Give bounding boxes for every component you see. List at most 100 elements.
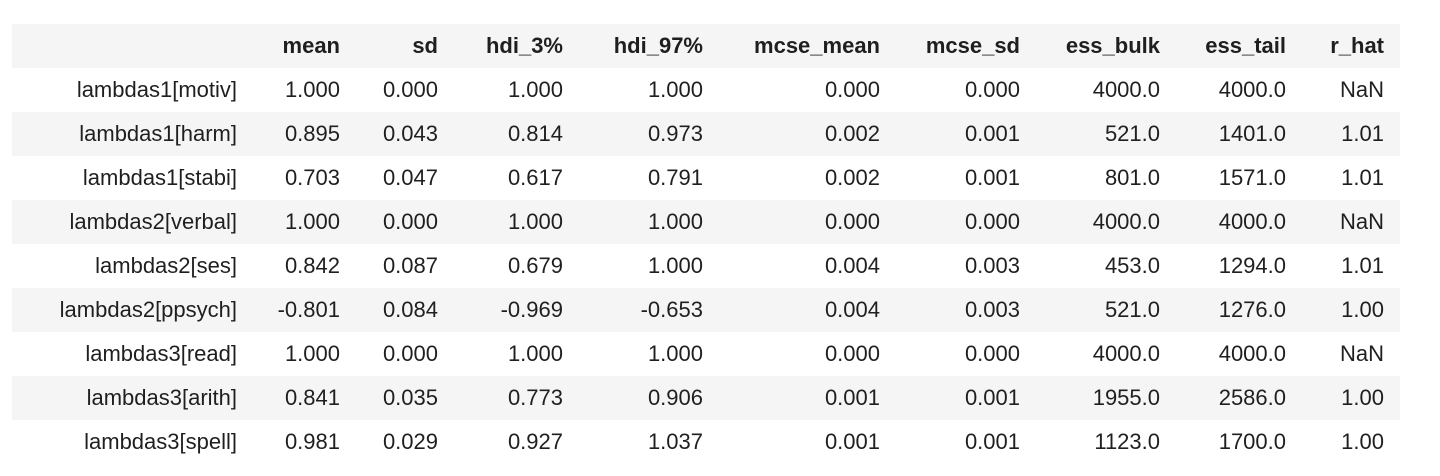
table-cell: 1294.0 (1176, 244, 1302, 288)
table-cell: 0.814 (454, 112, 579, 156)
table-cell: 0.906 (579, 376, 719, 420)
table-cell: 4000.0 (1176, 200, 1302, 244)
table-cell: 0.001 (896, 420, 1036, 464)
table-cell: 0.981 (253, 420, 356, 464)
column-header: hdi_3% (454, 24, 579, 68)
table-cell: 0.002 (719, 112, 896, 156)
column-header: r_hat (1302, 24, 1400, 68)
table-cell: 0.703 (253, 156, 356, 200)
table-cell: NaN (1302, 332, 1400, 376)
table-cell: -0.969 (454, 288, 579, 332)
table-cell: 0.001 (896, 156, 1036, 200)
table-cell: 1700.0 (1176, 420, 1302, 464)
table-cell: 0.084 (356, 288, 454, 332)
table-cell: 1.00 (1302, 376, 1400, 420)
table-cell: 0.001 (896, 112, 1036, 156)
table-cell: 0.001 (719, 420, 896, 464)
table-cell: 0.004 (719, 244, 896, 288)
table-cell: 1.000 (253, 68, 356, 112)
table-row: lambdas1[motiv] 1.000 0.000 1.000 1.000 0.000… (12, 68, 1400, 112)
table-header: mean sd hdi_3% hdi_97% mcse_mean mcse_sd… (12, 24, 1400, 68)
column-header: sd (356, 24, 454, 68)
table-row: lambdas3[read] 1.000 0.000 1.000 1.000 0.000 0… (12, 332, 1400, 376)
table-cell: 0.791 (579, 156, 719, 200)
table-cell: 0.000 (896, 68, 1036, 112)
table-cell: NaN (1302, 68, 1400, 112)
table-cell: NaN (1302, 200, 1400, 244)
row-label: lambdas2[ppsych] (12, 288, 253, 332)
table-cell: 0.002 (719, 156, 896, 200)
table-cell: 521.0 (1036, 112, 1176, 156)
table-row: lambdas2[ppsych] -0.801 0.084 -0.969 -0.653 0… (12, 288, 1400, 332)
row-label: lambdas1[stabi] (12, 156, 253, 200)
table-cell: 4000.0 (1176, 68, 1302, 112)
table-cell: 0.003 (896, 288, 1036, 332)
table-cell: 1955.0 (1036, 376, 1176, 420)
table-cell: 1.00 (1302, 420, 1400, 464)
table-cell: -0.801 (253, 288, 356, 332)
table-cell: 0.035 (356, 376, 454, 420)
table-cell: 1123.0 (1036, 420, 1176, 464)
column-header: mcse_mean (719, 24, 896, 68)
table-cell: 1.000 (253, 332, 356, 376)
table-cell: 0.087 (356, 244, 454, 288)
row-label: lambdas1[motiv] (12, 68, 253, 112)
table-cell: 0.679 (454, 244, 579, 288)
row-label: lambdas3[arith] (12, 376, 253, 420)
column-header: ess_tail (1176, 24, 1302, 68)
table-cell: 1.000 (579, 244, 719, 288)
table-cell: 453.0 (1036, 244, 1176, 288)
table-cell: 1276.0 (1176, 288, 1302, 332)
table-cell: 1.00 (1302, 288, 1400, 332)
row-label: lambdas3[spell] (12, 420, 253, 464)
table-cell: 1.000 (454, 332, 579, 376)
table-cell: 4000.0 (1036, 200, 1176, 244)
table-cell: 0.000 (356, 200, 454, 244)
table-cell: 0.004 (719, 288, 896, 332)
table-cell: 0.927 (454, 420, 579, 464)
table-cell: 1571.0 (1176, 156, 1302, 200)
table-row: lambdas2[ses] 0.842 0.087 0.679 1.000 0.004 0.… (12, 244, 1400, 288)
summary-table: mean sd hdi_3% hdi_97% mcse_mean mcse_sd… (12, 24, 1400, 464)
column-header: mcse_sd (896, 24, 1036, 68)
table-cell: 1.01 (1302, 156, 1400, 200)
table-cell: 1.000 (579, 68, 719, 112)
table-row: lambdas1[stabi] 0.703 0.047 0.617 0.791 0.002… (12, 156, 1400, 200)
table-cell: 0.895 (253, 112, 356, 156)
table-cell: 1401.0 (1176, 112, 1302, 156)
table-cell: 0.001 (896, 376, 1036, 420)
table-cell: -0.653 (579, 288, 719, 332)
table-cell: 1.01 (1302, 112, 1400, 156)
table-cell: 0.001 (719, 376, 896, 420)
column-header: ess_bulk (1036, 24, 1176, 68)
dataframe-output: mean sd hdi_3% hdi_97% mcse_mean mcse_sd… (12, 24, 1400, 464)
table-cell: 1.01 (1302, 244, 1400, 288)
table-row: lambdas3[spell] 0.981 0.029 0.927 1.037 0.001… (12, 420, 1400, 464)
table-cell: 0.000 (719, 200, 896, 244)
table-row: lambdas3[arith] 0.841 0.035 0.773 0.906 0.001… (12, 376, 1400, 420)
table-cell: 0.047 (356, 156, 454, 200)
table-cell: 4000.0 (1176, 332, 1302, 376)
table-row: lambdas1[harm] 0.895 0.043 0.814 0.973 0.002 0… (12, 112, 1400, 156)
table-cell: 1.000 (454, 68, 579, 112)
table-cell: 1.000 (579, 332, 719, 376)
row-label: lambdas1[harm] (12, 112, 253, 156)
table-cell: 0.000 (719, 332, 896, 376)
table-cell: 0.841 (253, 376, 356, 420)
table-cell: 801.0 (1036, 156, 1176, 200)
column-header: hdi_97% (579, 24, 719, 68)
table-body: lambdas1[motiv] 1.000 0.000 1.000 1.000 0.000… (12, 68, 1400, 464)
table-cell: 0.003 (896, 244, 1036, 288)
header-row: mean sd hdi_3% hdi_97% mcse_mean mcse_sd… (12, 24, 1400, 68)
table-cell: 1.000 (579, 200, 719, 244)
row-label: lambdas2[verbal] (12, 200, 253, 244)
table-row: lambdas2[verbal] 1.000 0.000 1.000 1.000 0.00… (12, 200, 1400, 244)
table-cell: 0.773 (454, 376, 579, 420)
table-cell: 4000.0 (1036, 68, 1176, 112)
index-header (12, 24, 253, 68)
table-cell: 0.043 (356, 112, 454, 156)
table-cell: 1.000 (454, 200, 579, 244)
table-cell: 4000.0 (1036, 332, 1176, 376)
table-cell: 0.000 (896, 332, 1036, 376)
table-cell: 0.000 (896, 200, 1036, 244)
